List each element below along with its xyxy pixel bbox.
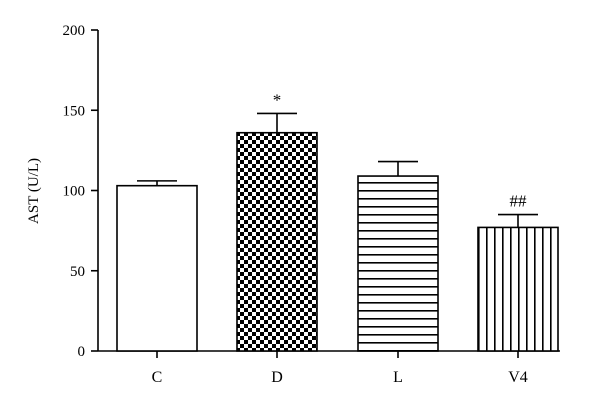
x-tick-label: V4 bbox=[508, 369, 528, 386]
y-tick-label: 0 bbox=[78, 344, 86, 360]
bar-v4 bbox=[477, 226, 559, 352]
bar-l bbox=[357, 175, 439, 352]
x-tick-label: D bbox=[271, 369, 283, 386]
bar-c bbox=[116, 184, 198, 352]
x-tick-label: C bbox=[152, 369, 163, 386]
y-tick-label: 50 bbox=[70, 264, 85, 280]
x-axis: C D L V4 bbox=[98, 350, 560, 386]
annotations-group: * ## bbox=[273, 90, 527, 210]
bar-d bbox=[236, 131, 318, 352]
y-axis: 0 50 100 150 200 bbox=[63, 23, 99, 360]
x-tick-label: L bbox=[393, 369, 403, 386]
y-tick-label: 200 bbox=[63, 23, 86, 39]
significance-marker: ## bbox=[510, 192, 528, 211]
significance-marker: * bbox=[273, 90, 282, 109]
y-tick-label: 100 bbox=[63, 184, 86, 200]
y-tick-label: 150 bbox=[63, 103, 86, 119]
y-axis-title: AST (U/L) bbox=[26, 158, 42, 224]
error-bars-group bbox=[137, 112, 538, 228]
bars-group bbox=[116, 131, 559, 352]
